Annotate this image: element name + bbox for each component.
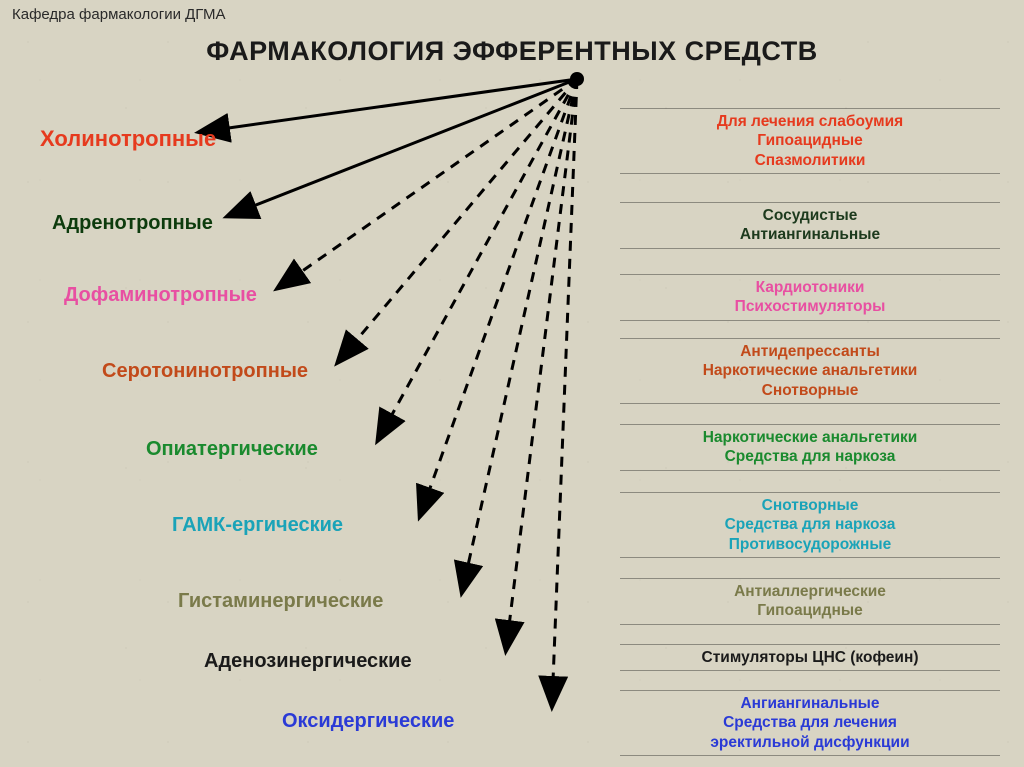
arrow-0 — [200, 79, 577, 132]
dept-header: Кафедра фармакологии ДГМА — [12, 6, 226, 23]
use-line: Для лечения слабоумия — [620, 112, 1000, 131]
use-line: Стимуляторы ЦНС (кофеин) — [620, 648, 1000, 667]
use-line: Сосудистые — [620, 206, 1000, 225]
category-label-7: Аденозинергические — [204, 650, 412, 673]
category-label-1: Адренотропные — [52, 212, 213, 235]
use-line: Психостимуляторы — [620, 297, 1000, 316]
category-uses-0: Для лечения слабоумияГипоацидныеСпазмоли… — [620, 108, 1000, 174]
category-uses-5: СнотворныеСредства для наркозаПротивосуд… — [620, 492, 1000, 558]
use-line: Противосудорожные — [620, 535, 1000, 554]
arrow-4 — [378, 79, 577, 440]
use-line: Гипоацидные — [620, 131, 1000, 150]
category-uses-8: АнгиангинальныеСредства для леченияэрект… — [620, 690, 1000, 756]
use-line: эректильной дисфункции — [620, 733, 1000, 752]
arrow-6 — [462, 79, 577, 592]
category-uses-3: АнтидепрессантыНаркотические анальгетики… — [620, 338, 1000, 404]
category-uses-4: Наркотические анальгетикиСредства для на… — [620, 424, 1000, 471]
arrow-5 — [420, 79, 577, 516]
category-uses-6: АнтиаллергическиеГипоацидные — [620, 578, 1000, 625]
category-label-5: ГАМК-ергические — [172, 514, 343, 537]
use-line: Антиангинальные — [620, 225, 1000, 244]
use-line: Средства для наркоза — [620, 447, 1000, 466]
use-line: Антиаллергические — [620, 582, 1000, 601]
use-line: Снотворные — [620, 496, 1000, 515]
use-line: Кардиотоники — [620, 278, 1000, 297]
arrow-8 — [552, 79, 577, 706]
use-line: Наркотические анальгетики — [620, 361, 1000, 380]
category-label-8: Оксидергические — [282, 710, 454, 733]
arrow-1 — [228, 79, 577, 216]
arrow-3 — [338, 79, 577, 362]
use-line: Антидепрессанты — [620, 342, 1000, 361]
diagram-origin — [570, 72, 584, 86]
category-uses-1: СосудистыеАнтиангинальные — [620, 202, 1000, 249]
arrow-2 — [278, 79, 577, 288]
arrow-7 — [506, 79, 577, 650]
category-label-2: Дофаминотропные — [64, 284, 257, 307]
use-line: Снотворные — [620, 381, 1000, 400]
category-label-0: Холинотропные — [40, 126, 216, 152]
category-label-4: Опиатергические — [146, 438, 318, 461]
use-line: Средства для наркоза — [620, 515, 1000, 534]
category-label-6: Гистаминергические — [178, 590, 383, 613]
use-line: Ангиангинальные — [620, 694, 1000, 713]
page-title: ФАРМАКОЛОГИЯ ЭФФЕРЕНТНЫХ СРЕДСТВ — [0, 36, 1024, 67]
use-line: Спазмолитики — [620, 151, 1000, 170]
use-line: Средства для лечения — [620, 713, 1000, 732]
category-label-3: Серотонинотропные — [102, 360, 308, 383]
use-line: Гипоацидные — [620, 601, 1000, 620]
category-uses-7: Стимуляторы ЦНС (кофеин) — [620, 644, 1000, 671]
use-line: Наркотические анальгетики — [620, 428, 1000, 447]
category-uses-2: КардиотоникиПсихостимуляторы — [620, 274, 1000, 321]
